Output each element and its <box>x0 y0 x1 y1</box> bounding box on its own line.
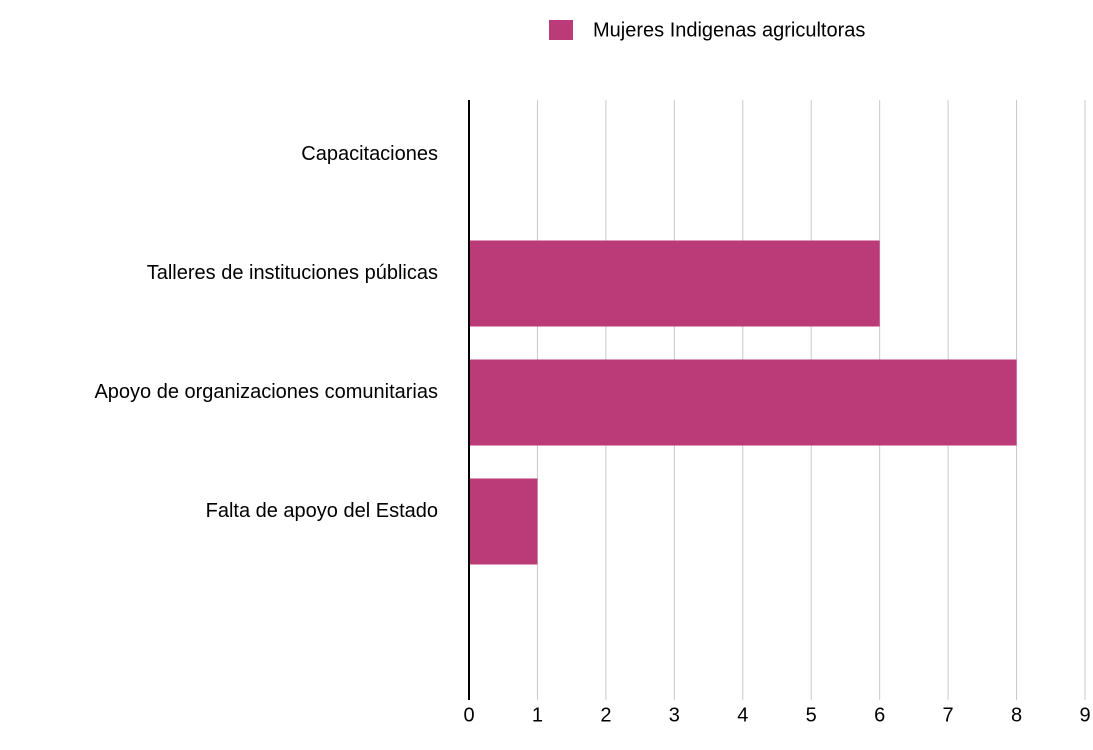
legend-swatch <box>549 20 573 40</box>
x-tick-label: 0 <box>463 704 474 726</box>
x-tick-label: 8 <box>1011 704 1022 726</box>
bar <box>469 240 880 327</box>
bar <box>469 359 1017 446</box>
x-tick-label: 2 <box>600 704 611 726</box>
x-tick-label: 4 <box>737 704 748 726</box>
y-tick-label: Falta de apoyo del Estado <box>206 500 438 522</box>
y-tick-label: Apoyo de organizaciones comunitarias <box>94 381 438 403</box>
x-tick-label: 7 <box>943 704 954 726</box>
x-tick-label: 5 <box>806 704 817 726</box>
x-tick-label: 9 <box>1079 704 1090 726</box>
x-tick-label: 6 <box>874 704 885 726</box>
bar <box>469 478 538 565</box>
x-tick-label: 1 <box>532 704 543 726</box>
legend-label: Mujeres Indigenas agricultoras <box>593 19 865 41</box>
x-tick-label: 3 <box>669 704 680 726</box>
y-tick-label: Capacitaciones <box>301 143 438 165</box>
y-tick-label: Talleres de instituciones públicas <box>147 262 438 284</box>
